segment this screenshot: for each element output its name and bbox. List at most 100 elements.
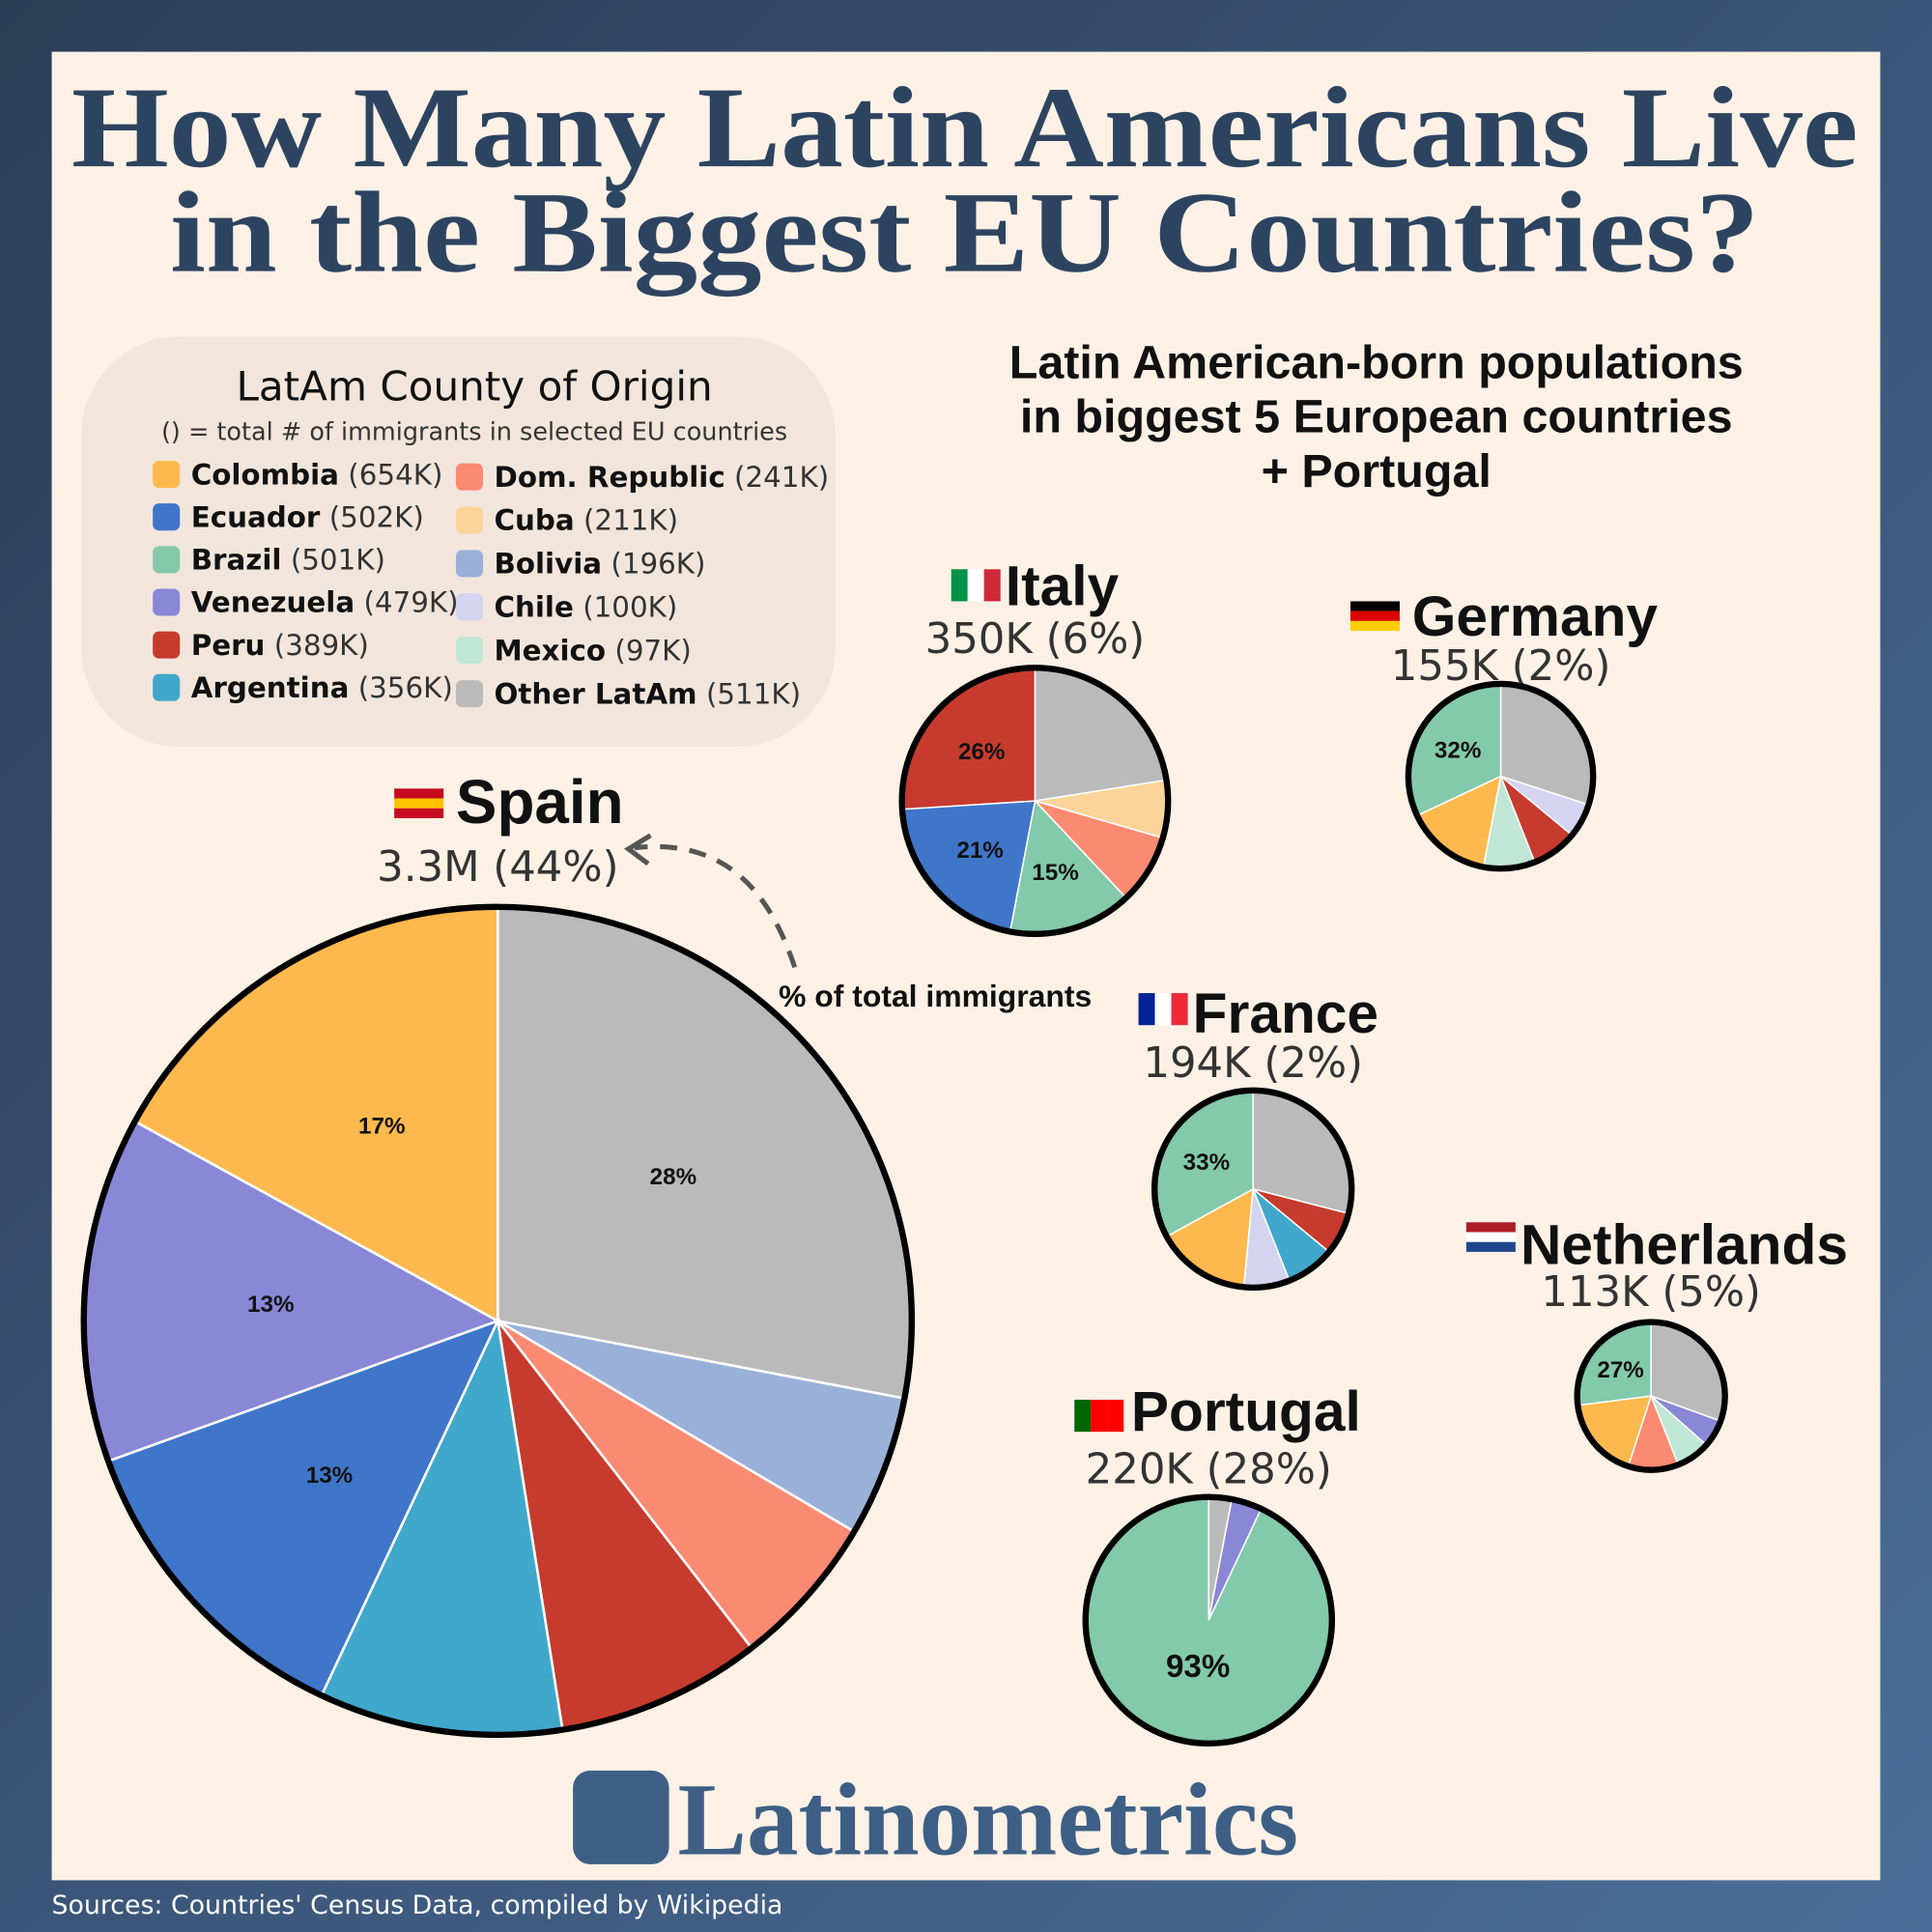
legend-name: Cuba <box>494 504 574 537</box>
legend-name: Dom. Republic <box>494 461 724 494</box>
legend-space <box>355 586 363 619</box>
pie-subtitle: 220K (28%) <box>1086 1446 1332 1494</box>
flag-stripe <box>1465 1222 1516 1233</box>
legend-space <box>349 671 357 704</box>
title-line: in the Biggest EU Countries? <box>170 168 1759 298</box>
legend-name: Peru <box>191 629 266 662</box>
legend-space <box>697 677 706 710</box>
legend-swatch <box>153 461 181 489</box>
pie-subtitle: 3.3M (44%) <box>377 843 618 892</box>
flag-stripe <box>1074 1399 1092 1433</box>
annotation-arrow <box>634 843 798 969</box>
legend-total: (211K) <box>583 504 678 537</box>
flag-stripe <box>951 569 968 602</box>
legend-total: (501K) <box>291 544 385 577</box>
legend-box <box>81 336 836 747</box>
pie-border <box>898 665 1172 938</box>
legend-total: (196K) <box>611 548 705 581</box>
pie-title: Italy <box>1006 554 1120 617</box>
slice-label: 21% <box>956 838 1003 864</box>
legend-swatch <box>455 506 483 534</box>
flag-stripe <box>394 798 444 809</box>
slice-label: 15% <box>1032 860 1078 886</box>
legend-label: Other LatAm (511K) <box>494 677 801 710</box>
legend-name: Colombia <box>191 458 339 491</box>
legend-label: Cuba (211K) <box>494 504 678 537</box>
flag-stripe <box>394 788 444 799</box>
legend-label: Peru (389K) <box>191 629 369 662</box>
slice-label: 27% <box>1597 1357 1643 1383</box>
brand-logo <box>573 1770 669 1864</box>
pie-border <box>1574 1319 1728 1473</box>
legend-swatch <box>153 503 181 531</box>
pie-title: Netherlands <box>1520 1214 1848 1277</box>
legend-name: Bolivia <box>494 548 602 581</box>
legend-label: Bolivia (196K) <box>494 548 705 581</box>
legend-space <box>575 504 583 537</box>
slice-label: 28% <box>650 1164 696 1190</box>
legend-label: Dom. Republic (241K) <box>494 461 829 494</box>
legend-name: Chile <box>494 591 573 624</box>
flag-stripe <box>967 569 984 602</box>
legend-space <box>282 544 291 577</box>
legend-label: Brazil (501K) <box>191 544 385 577</box>
legend-space <box>602 548 611 581</box>
pie-border <box>1405 680 1597 872</box>
flag-stripe <box>1154 993 1172 1026</box>
legend-total: (479K) <box>363 586 458 619</box>
legend-space <box>606 634 614 667</box>
flag-stripe <box>394 808 444 818</box>
pie-subtitle: 194K (2%) <box>1143 1039 1363 1088</box>
legend-total: (511K) <box>706 677 801 710</box>
slice-label: 93% <box>1166 1649 1230 1685</box>
legend-total: (502K) <box>329 500 424 533</box>
legend-swatch <box>455 550 483 578</box>
legend-total: (389K) <box>274 629 369 662</box>
legend-total: (356K) <box>358 671 453 704</box>
legend-title: LatAm County of Origin <box>236 363 712 411</box>
legend-label: Ecuador (502K) <box>191 500 424 533</box>
brand: Latinometrics <box>678 1764 1299 1878</box>
flag-stripe <box>1107 1399 1124 1433</box>
slice-label: 26% <box>958 739 1005 765</box>
legend-total: (97K) <box>614 634 691 667</box>
subtitle-line: + Portugal <box>1262 445 1492 497</box>
legend-label: Mexico (97K) <box>494 634 691 667</box>
pie-subtitle: 113K (5%) <box>1541 1268 1761 1317</box>
legend-total: (654K) <box>348 458 442 491</box>
slice-label: 17% <box>358 1113 405 1139</box>
flag-stripe <box>1465 1241 1516 1252</box>
pie-subtitle: 350K (6%) <box>925 615 1146 664</box>
flag-stripe <box>1350 611 1400 621</box>
legend-label: Colombia (654K) <box>191 458 443 491</box>
arrow-head <box>623 833 652 867</box>
legend-space <box>339 458 348 491</box>
legend-name: Other LatAm <box>494 677 696 710</box>
legend-swatch <box>153 546 181 574</box>
slice-label: 13% <box>247 1292 294 1318</box>
legend-space <box>265 629 273 662</box>
legend-swatch <box>153 588 181 616</box>
title-line: How Many Latin Americans Live <box>71 63 1858 191</box>
flag-stripe <box>1171 993 1188 1026</box>
legend-name: Venezuela <box>191 586 355 619</box>
annotation: % of total immigrants <box>779 979 1092 1013</box>
pie-title: Spain <box>456 767 624 837</box>
pie-title: Germany <box>1412 585 1659 648</box>
legend-swatch <box>455 463 483 491</box>
pie-title: Portugal <box>1131 1380 1361 1443</box>
source: Sources: Countries' Census Data, compile… <box>52 1890 783 1920</box>
subtitle-line: Latin American-born populations <box>1009 337 1744 389</box>
legend-space <box>725 461 734 494</box>
legend-space <box>320 500 328 533</box>
legend-swatch <box>455 680 483 708</box>
flag-stripe <box>1465 1232 1516 1242</box>
legend-name: Mexico <box>494 634 606 667</box>
flag-stripe <box>1350 601 1400 611</box>
flag-stripe <box>1138 993 1155 1026</box>
legend-name: Ecuador <box>191 500 321 533</box>
legend-note: () = total # of immigrants in selected E… <box>161 417 787 446</box>
legend-swatch <box>455 593 483 621</box>
